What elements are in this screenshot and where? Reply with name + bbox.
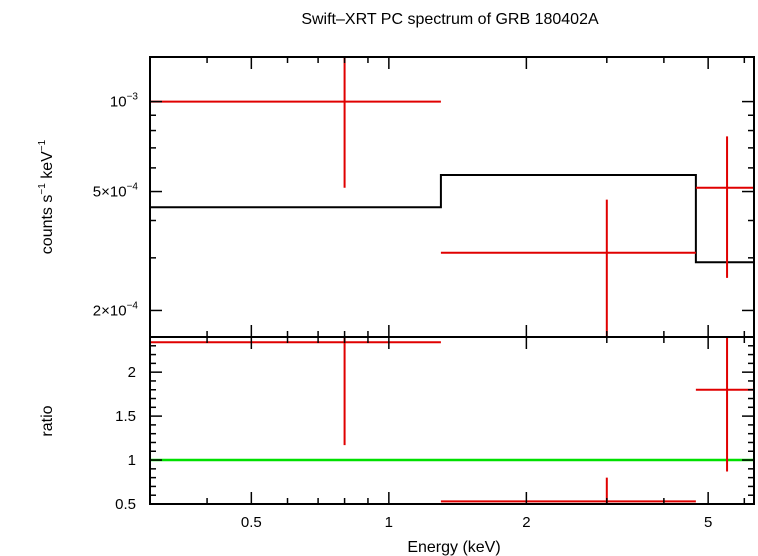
chart-title: Swift–XRT PC spectrum of GRB 180402A [301, 11, 599, 28]
model-step-line [150, 173, 754, 264]
top-y-axis-label-sup1: −1 [37, 183, 48, 195]
top-panel-ticks: 10−3 5×10−4 2×10−4 [93, 57, 754, 337]
data-point-ratio-1 [440, 477, 696, 504]
x-tick-label: 0.5 [241, 514, 262, 531]
top-y-tick-label: 2×10−4 [93, 300, 139, 319]
top-y-tick-label: 5×10−4 [93, 182, 139, 201]
data-point-top-0 [150, 57, 441, 188]
top-y-tick-label: 10−3 [110, 92, 139, 111]
bottom-panel: 0.5 1 1.5 2 ratio [39, 336, 755, 513]
top-y-axis-label: counts s−1 keV−1 [37, 139, 56, 254]
bottom-panel-marks [150, 337, 754, 504]
top-y-axis-label-mid: keV [39, 151, 56, 183]
x-axis-label: Energy (keV) [407, 539, 500, 556]
x-tick-labels: 0.5 1 2 5 [241, 514, 712, 531]
bottom-panel-ticks: 0.5 1 1.5 2 [115, 336, 754, 513]
top-panel-frame [149, 56, 755, 338]
x-tick-label: 1 [385, 514, 393, 531]
bottom-y-tick-label: 1.5 [115, 408, 136, 425]
top-y-axis-label-sup2: −1 [37, 139, 48, 151]
data-point-top-2 [695, 136, 754, 278]
data-point-top-1 [440, 199, 696, 337]
top-panel: 10−35×10−42×10−4 counts s−1 keV−1 [37, 56, 755, 338]
bottom-y-tick-label: 1 [128, 452, 136, 469]
bottom-panel-frame [149, 336, 755, 505]
bottom-y-axis-label: ratio [39, 405, 56, 436]
data-point-ratio-0 [150, 337, 441, 446]
data-point-ratio-2 [695, 337, 754, 472]
x-tick-label: 5 [704, 514, 712, 531]
bottom-y-tick-label: 0.5 [115, 496, 136, 513]
x-tick-label: 2 [522, 514, 530, 531]
bottom-y-tick-label: 2 [128, 364, 136, 381]
top-y-axis-label-main: counts s [39, 195, 56, 255]
top-panel-marks [150, 57, 754, 337]
